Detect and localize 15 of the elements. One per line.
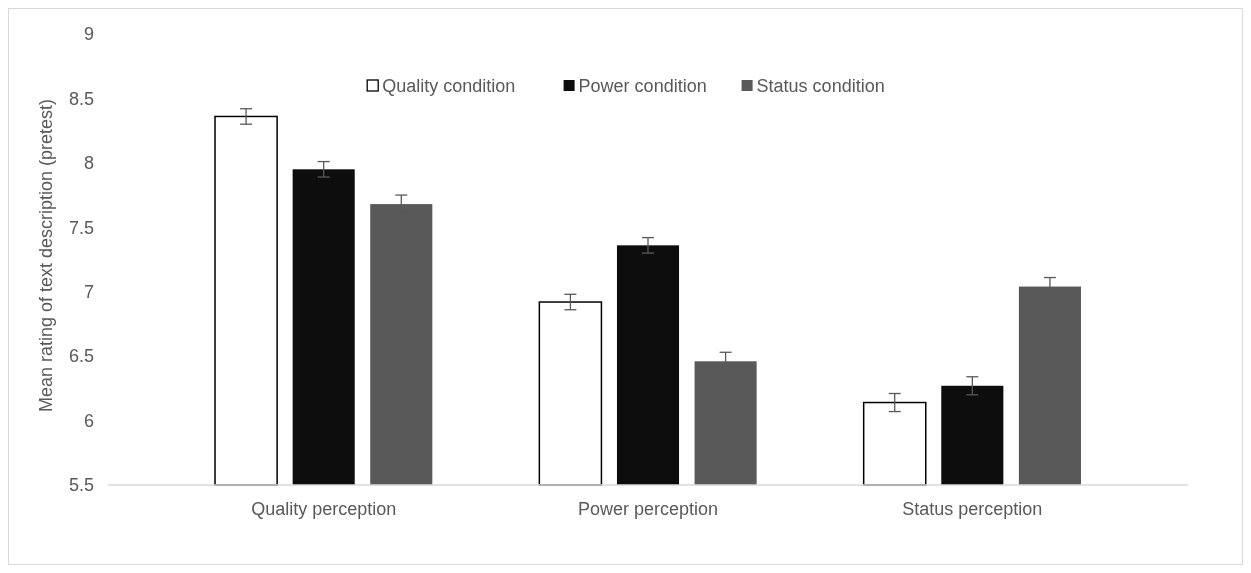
x-tick-label: Quality perception [251,499,397,519]
y-tick-label: 7.5 [68,217,94,238]
y-tick-label: 8.5 [68,88,94,109]
x-tick-label: Status perception [902,499,1043,519]
y-tick-label: 9 [83,24,94,45]
y-tick-label: 6.5 [68,346,94,367]
y-axis-title: Mean rating of text description (pretest) [36,98,56,413]
y-tick-label: 5.5 [68,475,94,496]
legend-label: Power condition [578,76,707,97]
x-tick-label: Power perception [577,499,719,519]
legend-label: Status condition [756,76,885,97]
y-tick-label: 7 [83,282,94,303]
y-tick-label: 6 [83,410,94,431]
y-tick-label: 8 [83,153,94,174]
legend-label: Quality condition [382,76,516,97]
